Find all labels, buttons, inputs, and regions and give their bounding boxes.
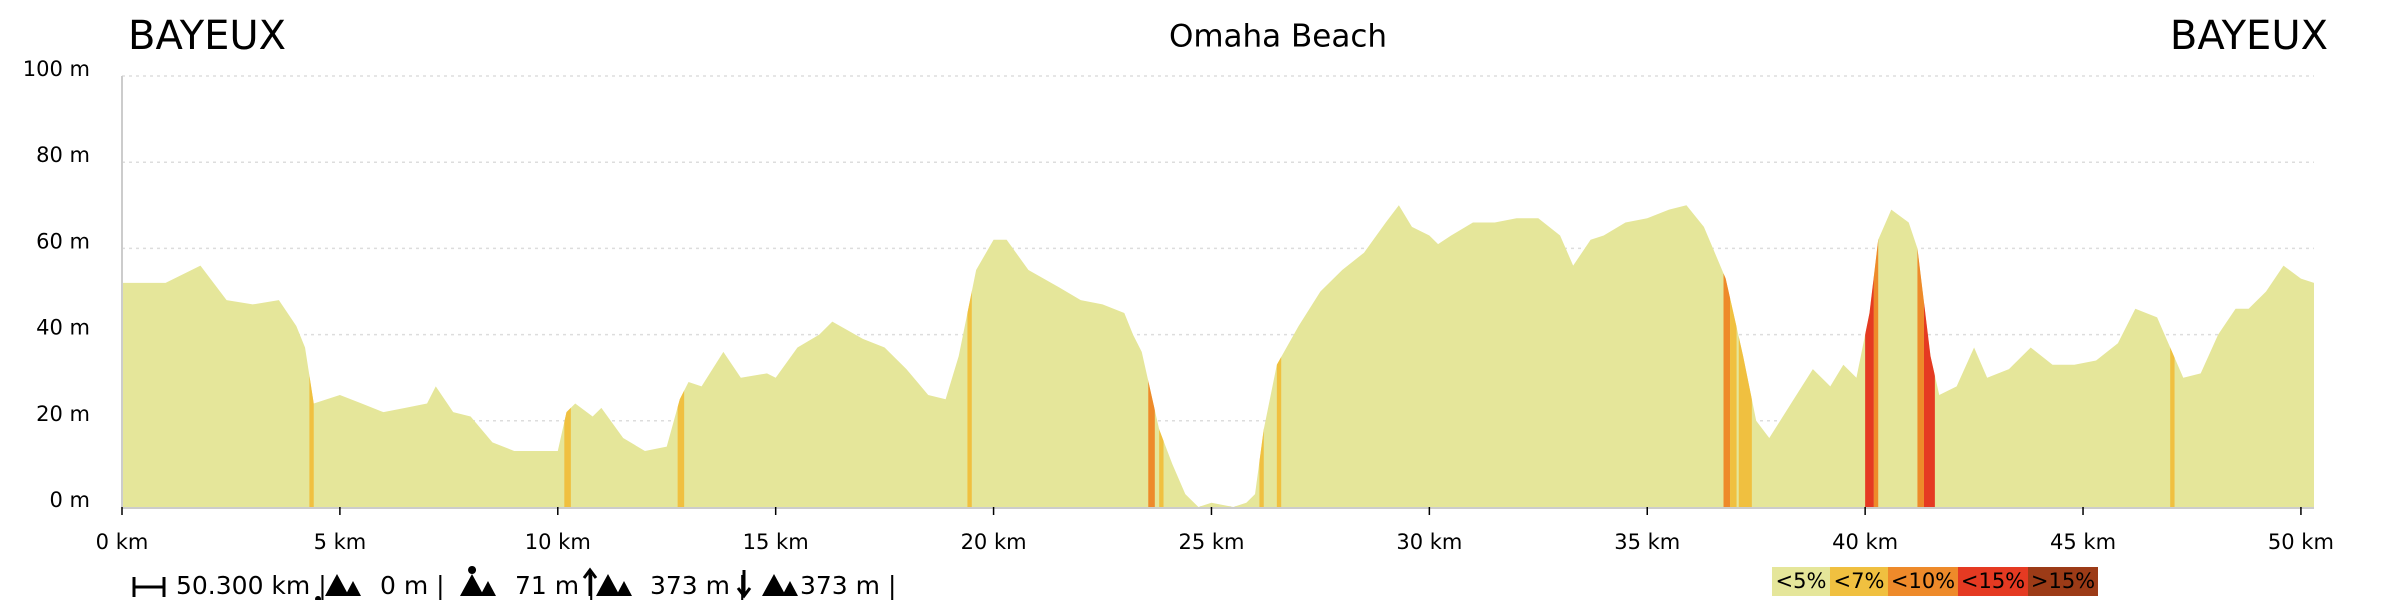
x-tick-label: 15 km [743, 530, 809, 554]
y-tick-label: 20 m [36, 402, 90, 426]
y-tick-label: 100 m [23, 57, 90, 81]
grade-band [1148, 205, 1155, 507]
stat-icons [132, 566, 798, 600]
x-tick-label: 10 km [525, 530, 591, 554]
grade-band [1730, 205, 1737, 507]
x-tick-label: 20 km [961, 530, 1027, 554]
grade-band [1159, 205, 1164, 507]
legend-label: >15% [2031, 569, 2095, 593]
legend-swatch [1772, 567, 1830, 596]
grade-band [677, 205, 685, 507]
stat-text: 373 m | [650, 571, 746, 600]
stat-text: 50.300 km | [176, 571, 327, 600]
grade-band [2170, 205, 2175, 507]
legend-label: <15% [1961, 569, 2025, 593]
legend-swatch [2028, 567, 2098, 596]
legend-label: <10% [1891, 569, 1955, 593]
x-tick-label: 35 km [1614, 530, 1680, 554]
grade-band [564, 205, 571, 507]
end-label: BAYEUX [2170, 13, 2328, 59]
legend-label: <7% [1834, 569, 1885, 593]
grade-band [1276, 205, 1282, 507]
stat-text: 71 m | [515, 571, 595, 600]
grade-band [1873, 205, 1879, 507]
grade-band [1865, 205, 1874, 507]
y-tick-label: 60 m [36, 229, 90, 253]
y-tick-label: 40 m [36, 316, 90, 340]
legend-swatch [1830, 567, 1888, 596]
x-tick-label: 30 km [1396, 530, 1462, 554]
legend-swatch [1888, 567, 1958, 596]
x-tick-label: 25 km [1178, 530, 1244, 554]
chart-title: Omaha Beach [1169, 19, 1387, 55]
grade-band [1917, 205, 1924, 507]
start-label: BAYEUX [128, 13, 286, 59]
x-tick-label: 40 km [1832, 530, 1898, 554]
x-tick-label: 50 km [2268, 530, 2334, 554]
grade-band [967, 205, 972, 507]
y-tick-label: 0 m [50, 488, 91, 512]
grade-band [1723, 205, 1731, 507]
legend-label: <5% [1776, 569, 1827, 593]
legend-swatch [1958, 567, 2028, 596]
grade-band [1738, 205, 1752, 507]
y-tick-label: 80 m [36, 143, 90, 167]
x-tick-label: 45 km [2050, 530, 2116, 554]
x-tick-label: 0 km [96, 530, 149, 554]
stat-text: 0 m | [380, 571, 445, 600]
elevation-area [122, 205, 2314, 508]
stat-text: 373 m | [800, 571, 896, 600]
grade-band [309, 205, 314, 507]
grade-band [1923, 205, 1935, 507]
x-tick-label: 5 km [314, 530, 367, 554]
grade-band [1259, 205, 1264, 507]
